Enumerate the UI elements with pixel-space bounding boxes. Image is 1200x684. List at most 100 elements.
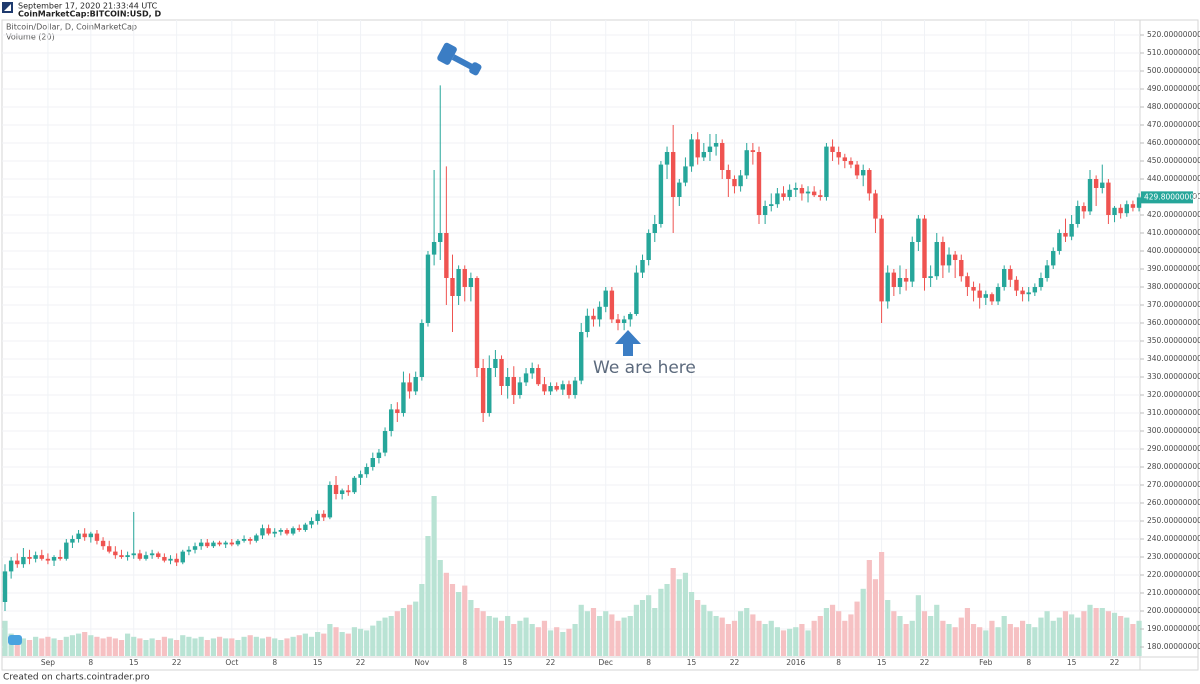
volume-bar: [903, 624, 909, 656]
annotation: We are here: [593, 358, 696, 378]
candle-body: [260, 528, 265, 536]
candle-body: [382, 431, 388, 453]
candle-body: [1106, 182, 1111, 215]
volume-bar: [609, 614, 615, 656]
volume-bar: [2, 620, 8, 656]
y-tick-label: 400.0000000000: [1147, 246, 1200, 255]
candle-body: [303, 524, 308, 530]
volume-bar: [866, 560, 872, 656]
volume-bar: [253, 636, 259, 656]
volume-bar: [14, 636, 20, 656]
gavel-icon: [437, 42, 482, 76]
candle-body: [744, 150, 749, 176]
candle-body: [438, 233, 443, 242]
volume-bar: [1105, 611, 1111, 656]
candle-body: [511, 377, 516, 395]
x-tick-label: 15: [313, 658, 323, 667]
y-tick-label: 440.0000000000: [1147, 174, 1200, 183]
candle-body: [229, 542, 235, 545]
x-tick-label: Sep: [41, 658, 55, 667]
volume-bar: [829, 604, 836, 656]
candle-body: [370, 458, 375, 467]
volume-bar: [823, 608, 830, 656]
volume-bar: [639, 600, 646, 656]
volume-bar: [198, 636, 204, 656]
volume-bar: [964, 608, 971, 656]
candle-body: [21, 557, 26, 565]
candle-body: [793, 188, 798, 190]
candle-body: [1081, 206, 1087, 212]
volume-bar: [676, 579, 682, 656]
y-tick-label: 320.0000000000: [1147, 390, 1200, 399]
candle-body: [965, 276, 970, 287]
candle-body: [309, 521, 314, 525]
symbol: CoinMarketCap:BITCOIN:USD, D: [18, 10, 161, 19]
candle-body: [444, 233, 449, 278]
candle-body: [732, 179, 737, 187]
candle-body: [51, 557, 57, 561]
volume-bar: [842, 620, 848, 656]
volume-bar: [94, 636, 100, 656]
volume-bar: [627, 616, 633, 656]
candle-body: [57, 557, 63, 559]
volume-bar: [125, 633, 131, 656]
candle-body: [1032, 287, 1038, 293]
volume-bar: [345, 633, 351, 656]
candle-body: [781, 193, 786, 197]
volume-bar: [376, 620, 382, 656]
candle-body: [297, 528, 302, 530]
volume-bar: [1075, 617, 1081, 656]
candle-body: [27, 557, 32, 559]
volume-bar: [707, 611, 713, 656]
volume-bar: [688, 592, 695, 656]
volume-bar: [437, 560, 443, 656]
candle-body: [695, 139, 700, 158]
volume-bar: [118, 640, 125, 656]
volume-bar: [284, 638, 290, 656]
candle-body: [805, 191, 811, 194]
volume-bar: [682, 572, 689, 656]
candle-body: [842, 157, 848, 161]
candle-body: [217, 542, 222, 545]
candle-body: [1136, 197, 1142, 208]
x-tick-label: Oct: [225, 658, 238, 667]
candle-body: [1057, 233, 1062, 251]
candle-body: [903, 278, 909, 282]
volume-bar: [351, 627, 358, 656]
x-tick-label: 8: [646, 658, 651, 667]
candle-body: [327, 485, 333, 518]
candle-body: [15, 560, 20, 565]
volume-bar: [774, 627, 780, 656]
candle-body: [205, 542, 210, 547]
candle-body: [787, 189, 792, 197]
y-tick-label: 350.0000000000: [1147, 336, 1200, 345]
last-price-label: 429.8000000000: [1144, 192, 1200, 201]
candle-body: [836, 152, 841, 158]
candle-body: [33, 555, 38, 559]
volume-bar: [658, 588, 664, 656]
candle-body: [867, 170, 872, 194]
y-tick-label: 340.0000000000: [1147, 354, 1200, 363]
candle-body: [125, 555, 130, 557]
volume-bar: [1087, 604, 1093, 656]
volume-label: Volume (20): [6, 33, 55, 42]
candle-body: [1051, 251, 1056, 266]
candle-body: [615, 319, 621, 323]
volume-bar: [112, 638, 118, 656]
volume-bar: [817, 616, 823, 656]
candle-body: [248, 539, 253, 541]
volume-bar: [995, 627, 1001, 656]
volume-bar: [247, 635, 253, 656]
volume-bar: [241, 636, 247, 656]
candle-body: [425, 254, 431, 323]
candle-body: [566, 384, 572, 395]
volume-bar: [75, 633, 82, 656]
candle-body: [413, 377, 418, 392]
x-tick-label: 8: [836, 658, 841, 667]
candle-body: [670, 152, 676, 197]
candle-body: [640, 260, 645, 273]
volume-bar: [1062, 611, 1069, 656]
candle-body: [983, 294, 988, 298]
x-tick-label: Feb: [979, 658, 993, 667]
y-tick-label: 200.0000000000: [1147, 606, 1200, 615]
